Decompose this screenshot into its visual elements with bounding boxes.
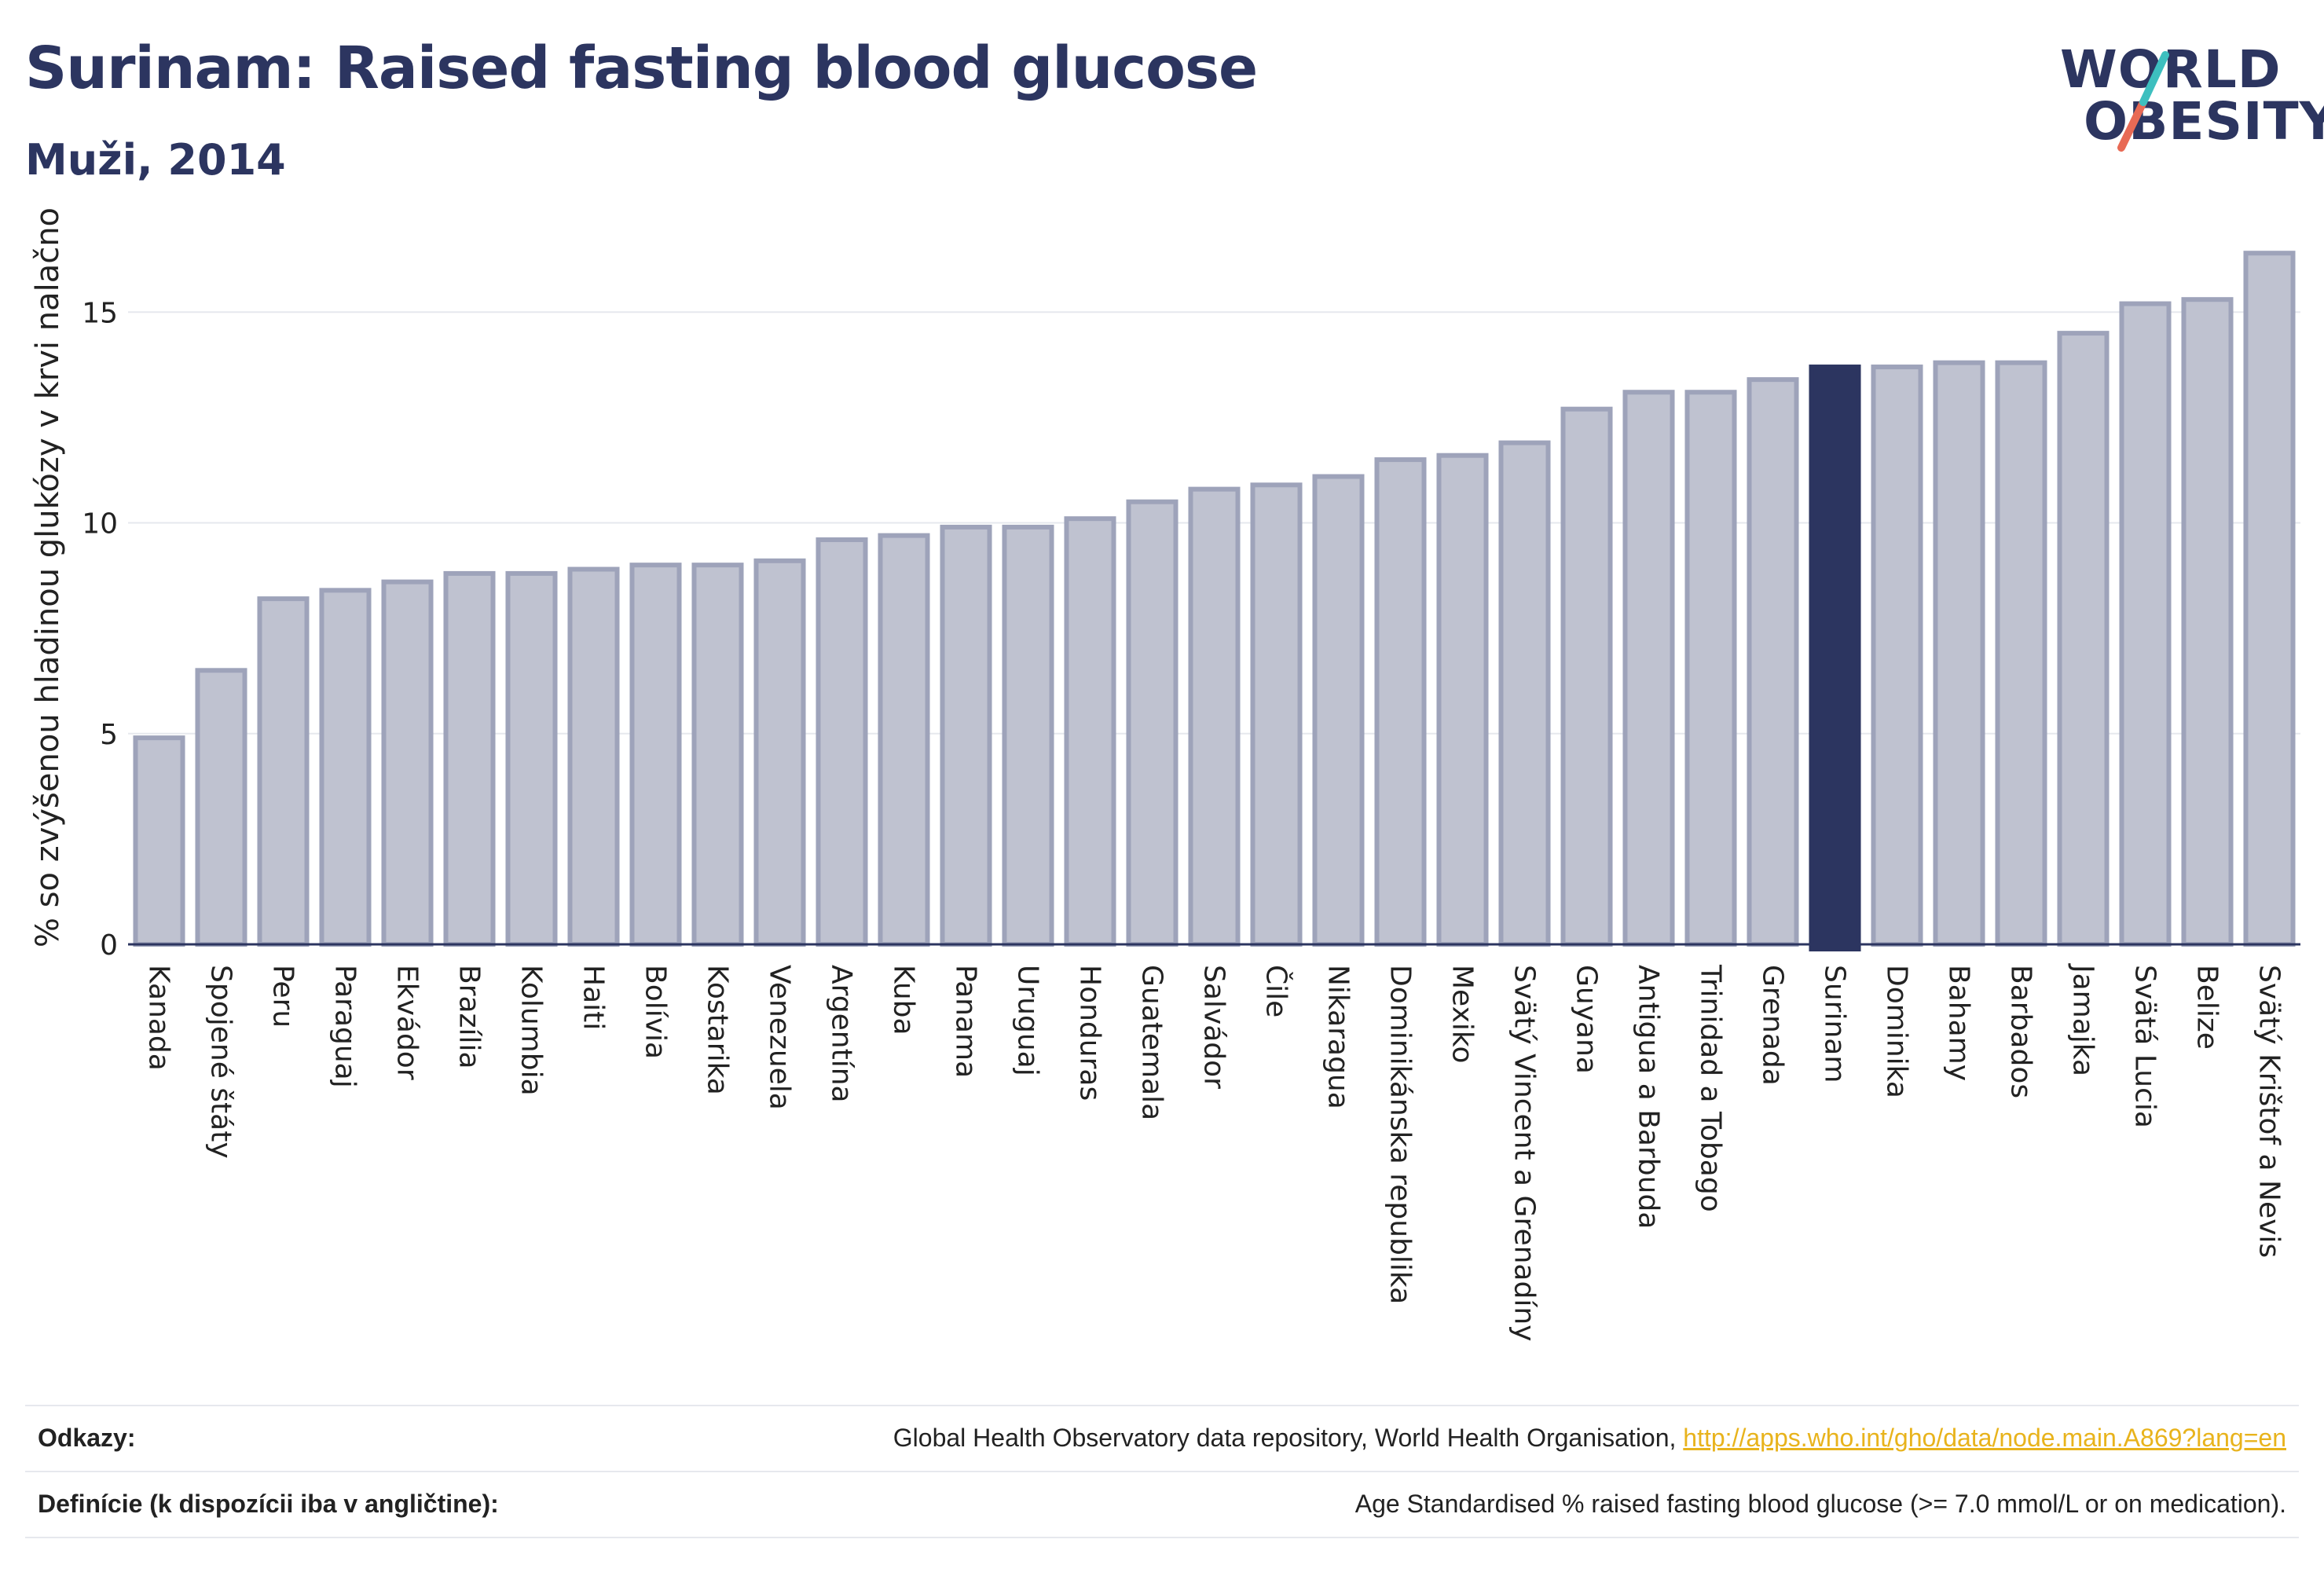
page-title: Surinam: Raised fasting blood glucose xyxy=(25,35,1258,102)
sources-value: Global Health Observatory data repositor… xyxy=(893,1424,2286,1453)
x-tick-label: Dominika xyxy=(1881,965,1913,1098)
y-tick-label: 15 xyxy=(82,297,118,329)
bar-spojené-štáty xyxy=(195,668,247,947)
definition-value: Age Standardised % raised fasting blood … xyxy=(1354,1490,2286,1518)
x-tick-label: Panama xyxy=(950,965,982,1078)
bar-čile xyxy=(1250,482,1303,947)
bar-chart: 0 5 10 15 % so zvýšenou hladinou glukózy v … xyxy=(30,207,2300,1341)
bar-grenada xyxy=(1747,377,1799,947)
y-tick-label: 10 xyxy=(82,508,118,541)
x-tick-label: Bahamy xyxy=(1943,965,1975,1081)
x-tick-label: Antigua a Barbuda xyxy=(1633,965,1665,1229)
x-tick-label: Grenada xyxy=(1757,965,1789,1086)
bar-venezuela xyxy=(753,558,806,947)
x-tick-label: Peru xyxy=(267,965,299,1028)
bar-svätý-vincent-a-grenadíny xyxy=(1498,440,1551,947)
bar-antigua-a-barbuda xyxy=(1622,390,1675,947)
x-tick-label: Brazília xyxy=(453,965,486,1069)
x-tick-label: Kostarika xyxy=(702,965,734,1095)
page-subtitle: Muži, 2014 xyxy=(25,135,286,185)
bar-guatemala xyxy=(1126,499,1178,947)
logo-line1: WORLD xyxy=(2060,39,2282,100)
x-tick-label: Svätý Krištof a Nevis xyxy=(2253,965,2286,1258)
x-tick-label: Jamajka xyxy=(2067,963,2099,1076)
bar-guyana xyxy=(1560,406,1613,947)
x-tick-label: Dominikánska republika xyxy=(1384,965,1417,1304)
x-tick-label: Barbados xyxy=(2005,965,2037,1098)
bar-panama xyxy=(940,524,992,947)
x-tick-label: Argentína xyxy=(826,965,858,1103)
x-tick-label: Venezuela xyxy=(764,965,796,1110)
x-tick-label: Honduras xyxy=(1074,965,1106,1101)
bar-argentína xyxy=(816,537,868,947)
sources-text: Global Health Observatory data repositor… xyxy=(893,1424,1684,1452)
x-tick-label: Nikaragua xyxy=(1322,965,1354,1109)
y-tick-label: 5 xyxy=(100,719,118,751)
sources-link[interactable]: http://apps.who.int/gho/data/node.main.A… xyxy=(1683,1424,2286,1452)
x-tick-label: Surinam xyxy=(1819,965,1851,1083)
bar-kostarika xyxy=(691,563,744,947)
x-tick-label: Ekvádor xyxy=(391,965,423,1080)
bar-paraguaj xyxy=(319,588,372,947)
x-tick-label: Salvádor xyxy=(1198,965,1230,1089)
bar-nikaragua xyxy=(1312,474,1365,947)
bar-brazília xyxy=(443,570,496,947)
x-tick-label: Belize xyxy=(2191,965,2223,1050)
x-tick-label: Kuba xyxy=(888,965,920,1035)
bar-jamajka xyxy=(2057,331,2110,947)
footer: Odkazy: Global Health Observatory data r… xyxy=(25,1405,2299,1538)
logo-slash-icon xyxy=(2117,51,2169,152)
x-tick-label: Kanada xyxy=(143,965,175,1071)
x-tick-label: Haiti xyxy=(577,965,610,1030)
y-tick-label: 0 xyxy=(100,929,118,962)
bar-kanada xyxy=(133,735,185,947)
bar-kolumbia xyxy=(505,570,558,947)
bar-trinidad-a-tobago xyxy=(1684,390,1737,947)
bar-salvádor xyxy=(1188,486,1241,947)
x-tick-label: Spojené štáty xyxy=(205,965,237,1159)
bar-surinam xyxy=(1809,365,1861,952)
bar-haiti xyxy=(567,566,620,947)
x-tick-label: Guatemala xyxy=(1136,965,1168,1120)
bar-kuba xyxy=(878,533,930,947)
x-tick-label: Paraguaj xyxy=(329,965,361,1088)
bar-honduras xyxy=(1064,516,1116,947)
x-tick-label: Mexiko xyxy=(1446,965,1479,1063)
bar-bolívia xyxy=(629,563,682,947)
bar-ekvádor xyxy=(381,579,434,947)
definition-label: Definície (k dispozícii iba v angličtine… xyxy=(38,1490,499,1518)
bar-peru xyxy=(257,596,310,947)
world-obesity-logo[interactable]: WORLD OBESITY xyxy=(2043,31,2324,173)
bar-mexiko xyxy=(1436,453,1489,947)
sources-row: Odkazy: Global Health Observatory data r… xyxy=(25,1406,2299,1472)
definition-row: Definície (k dispozícii iba v angličtine… xyxy=(25,1472,2299,1538)
x-tick-label: Svätý Vincent a Grenadíny xyxy=(1508,965,1541,1341)
sources-label: Odkazy: xyxy=(38,1424,136,1452)
y-axis-label: % so zvýšenou hladinou glukózy v krvi na… xyxy=(30,207,66,947)
bar-dominikánska-republika xyxy=(1374,457,1427,947)
bar-bahamy xyxy=(1933,360,1985,947)
x-tick-label: Svätá Lucia xyxy=(2129,965,2161,1128)
x-tick-label: Čile xyxy=(1260,965,1293,1017)
x-tick-label: Guyana xyxy=(1571,965,1603,1074)
bars xyxy=(133,251,2296,952)
bar-uruguaj xyxy=(1002,524,1054,947)
x-tick-label: Trinidad a Tobago xyxy=(1695,964,1727,1212)
x-axis-ticks: Kanada Spojené štáty Peru Paraguaj Ekvádor Br… xyxy=(143,963,2286,1341)
x-tick-label: Bolívia xyxy=(640,965,672,1059)
bar-svätý-krištof-a-nevis xyxy=(2243,251,2296,947)
bar-belize xyxy=(2181,297,2234,947)
y-axis-ticks: 0 5 10 15 xyxy=(82,297,118,962)
x-tick-label: Uruguaj xyxy=(1012,965,1044,1076)
x-tick-label: Kolumbia xyxy=(515,965,548,1096)
bar-svätá-lucia xyxy=(2119,301,2172,947)
bar-barbados xyxy=(1995,360,2047,947)
bar-dominika xyxy=(1871,365,1923,947)
